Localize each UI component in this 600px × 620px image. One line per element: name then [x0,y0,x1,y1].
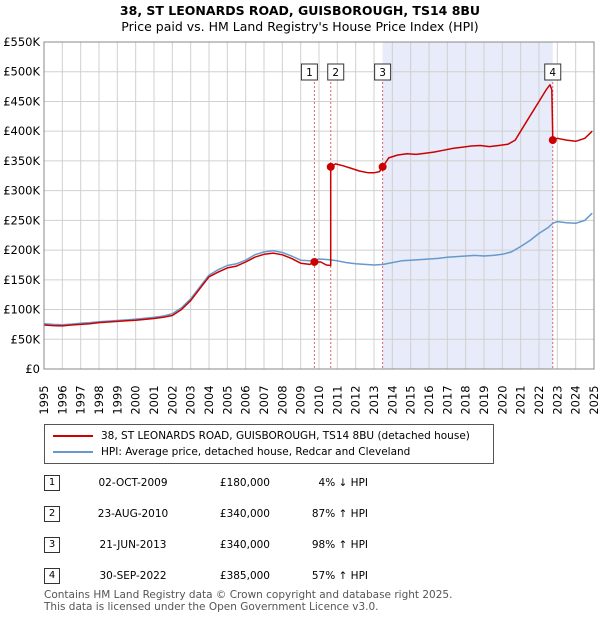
x-tick-label: 2005 [220,385,234,414]
sale-number-badge: 1 [44,475,60,491]
y-tick-label: £50K [11,332,41,346]
sale-number-box [300,63,318,81]
x-tick-label: 2000 [129,385,143,414]
x-tick-label: 2011 [330,385,344,414]
sale-hpi-diff: 57% ↑ HPI [311,570,368,582]
footer: Contains HM Land Registry data © Crown c… [44,589,452,613]
chart-title: 38, ST LEONARDS ROAD, GUISBOROUGH, TS14 … [119,3,481,18]
x-tick-label: 2013 [367,385,381,414]
y-tick-label: £0 [25,362,40,376]
x-tick-label: 2001 [147,385,161,414]
x-tick-label: 1997 [74,385,88,414]
price-chart: 1 2 3 4 £0 £50K £100K £150K £200K £250K £300K £350K… [3,35,600,415]
sale-number-box [327,63,345,81]
x-tick-label: 1998 [92,385,106,414]
x-tick-label: 1999 [110,385,124,414]
x-tick-label: 2022 [532,385,546,414]
sale-point [548,136,557,145]
sale-point [310,257,319,266]
x-tick-label: 2021 [514,385,528,414]
table-row: 1 02-OCT-2009 £180,000 4% ↓ HPI [0,475,600,495]
legend-swatch-hpi [53,451,93,453]
footer-line-2: This data is licensed under the Open Gov… [44,601,379,613]
sale-number-box [374,63,392,81]
y-tick-label: £400K [3,124,40,138]
sale-price: £340,000 [219,508,270,520]
shaded-period [382,42,553,369]
table-row: 3 21-JUN-2013 £340,000 98% ↑ HPI [0,537,600,557]
legend-label-hpi: HPI: Average price, detached house, Redc… [101,446,411,458]
legend-item-property: 38, ST LEONARDS ROAD, GUISBOROUGH, TS14 … [53,428,470,444]
x-tick-label: 2016 [422,385,436,414]
footer-line-1: Contains HM Land Registry data © Crown c… [44,589,453,601]
sale-price: £385,000 [219,570,270,582]
plot-frame [43,41,595,370]
x-tick-label: 2012 [349,385,363,414]
sale-number-label: 4 [549,67,556,79]
x-tick-label: 2002 [165,385,179,414]
sale-number-label: 1 [306,67,313,79]
y-tick-label: £250K [3,213,40,227]
sale-point [378,162,387,171]
y-tick-label: £200K [3,243,40,257]
x-tick-label: 2006 [239,385,253,414]
sale-hpi-diff: 87% ↑ HPI [311,508,368,520]
sale-number-badge: 3 [44,537,60,553]
sale-hpi-diff: 4% ↓ HPI [318,477,368,489]
x-tick-label: 2007 [257,385,271,414]
y-tick-label: £500K [3,65,40,79]
x-tick-label: 2010 [312,385,326,414]
sale-price: £340,000 [219,539,270,551]
x-tick-label: 2024 [569,385,583,414]
chart-subtitle: Price paid vs. HM Land Registry's House … [121,19,479,34]
x-tick-label: 2008 [275,385,289,414]
sale-price: £180,000 [219,477,270,489]
sale-date: 23-AUG-2010 [97,508,169,520]
sale-date: 21-JUN-2013 [99,539,167,551]
x-tick-label: 2017 [440,385,454,414]
sale-date: 02-OCT-2009 [98,477,168,489]
x-tick-label: 2015 [404,385,418,414]
table-row: 2 23-AUG-2010 £340,000 87% ↑ HPI [0,506,600,526]
sale-date: 30-SEP-2022 [99,570,167,582]
x-tick-label: 2018 [459,385,473,414]
sale-point [326,162,335,171]
x-tick-label: 2003 [184,385,198,414]
x-tick-label: 2025 [587,385,600,414]
x-tick-label: 2009 [294,385,308,414]
legend-swatch-property [53,435,93,437]
x-tick-label: 2004 [202,385,216,414]
table-row: 4 30-SEP-2022 £385,000 57% ↑ HPI [0,568,600,588]
x-tick-label: 2014 [385,385,399,414]
y-tick-label: £550K [3,35,40,49]
sale-hpi-diff: 98% ↑ HPI [311,539,368,551]
sale-number-label: 2 [332,67,339,79]
y-tick-label: £350K [3,154,40,168]
hpi-line [43,212,593,326]
y-tick-label: £300K [3,184,40,198]
legend-label-property: 38, ST LEONARDS ROAD, GUISBOROUGH, TS14 … [101,430,470,442]
sale-number-badge: 2 [44,506,60,522]
x-tick-label: 2019 [477,385,491,414]
sale-number-badge: 4 [44,568,60,584]
y-tick-label: £450K [3,94,40,108]
sale-number-box [544,63,562,81]
legend: 38, ST LEONARDS ROAD, GUISBOROUGH, TS14 … [44,424,494,464]
legend-item-hpi: HPI: Average price, detached house, Redc… [53,444,410,460]
x-tick-label: 1995 [37,385,51,414]
y-tick-label: £100K [3,303,40,317]
x-tick-label: 2023 [550,385,564,414]
y-tick-label: £150K [3,273,40,287]
x-tick-label: 2020 [495,385,509,414]
x-tick-label: 1996 [55,385,69,414]
sale-number-label: 3 [379,67,386,79]
